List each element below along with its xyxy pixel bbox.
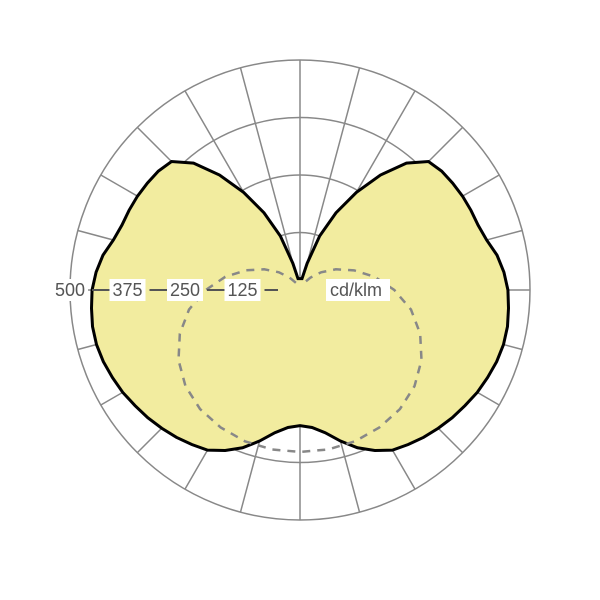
radial-label-500: 500 — [55, 280, 85, 300]
radial-label-375: 375 — [112, 280, 142, 300]
unit-label: cd/klm — [330, 280, 382, 300]
radial-label-250: 250 — [170, 280, 200, 300]
radial-label-125: 125 — [227, 280, 257, 300]
polar-light-distribution-chart: 500 375 250 125 cd/klm — [0, 0, 600, 600]
